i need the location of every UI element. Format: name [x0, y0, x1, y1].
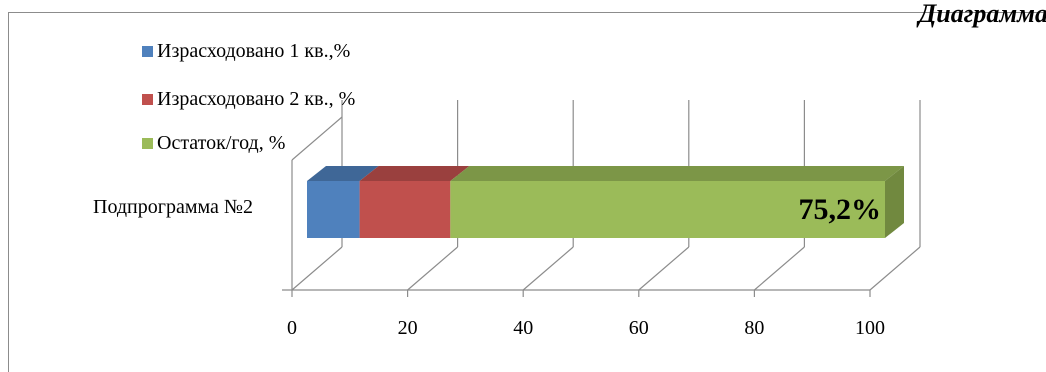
floor-gridline [869, 246, 921, 291]
x-tick-label: 100 [855, 317, 885, 339]
floor-gridline [638, 246, 690, 291]
chart-caption: Диаграмма [918, 0, 1046, 28]
bar-segment-top [450, 166, 904, 181]
x-tick-label: 40 [513, 317, 533, 339]
legend-label-q1: Израсходовано 1 кв.,% [157, 40, 351, 62]
floor-gridline [291, 246, 343, 291]
x-tick-label: 80 [744, 317, 764, 339]
chart-frame: Диаграмма [8, 0, 1046, 372]
bar-segment-side [885, 166, 904, 238]
floor-gridline [407, 246, 458, 291]
x-tick-label: 20 [398, 317, 418, 339]
legend-item-q1: Израсходовано 1 кв.,% [142, 40, 350, 63]
side-wall-top-edge [291, 116, 343, 161]
data-label: 75,2% [799, 193, 882, 226]
floor-gridline [754, 246, 805, 291]
x-tick-label: 0 [287, 317, 297, 339]
legend-item-remainder: Остаток/год, % [142, 132, 285, 155]
category-label: Подпрограмма №2 [93, 196, 253, 218]
legend-swatch-q1 [142, 46, 153, 57]
x-tick-label: 60 [629, 317, 649, 339]
legend-label-q2: Израсходовано 2 кв., % [157, 88, 356, 110]
legend-swatch-q2 [142, 94, 153, 105]
legend-item-q2: Израсходовано 2 кв., % [142, 88, 355, 111]
legend-swatch-remainder [142, 138, 153, 149]
bar-segment-front [359, 181, 451, 238]
floor-gridline [522, 246, 574, 291]
bar-segment-top [307, 166, 379, 181]
bar-segment-front [450, 181, 885, 238]
legend-label-remainder: Остаток/год, % [157, 132, 286, 154]
bar-segment-top [359, 166, 470, 181]
bar-segment-front [307, 181, 360, 238]
